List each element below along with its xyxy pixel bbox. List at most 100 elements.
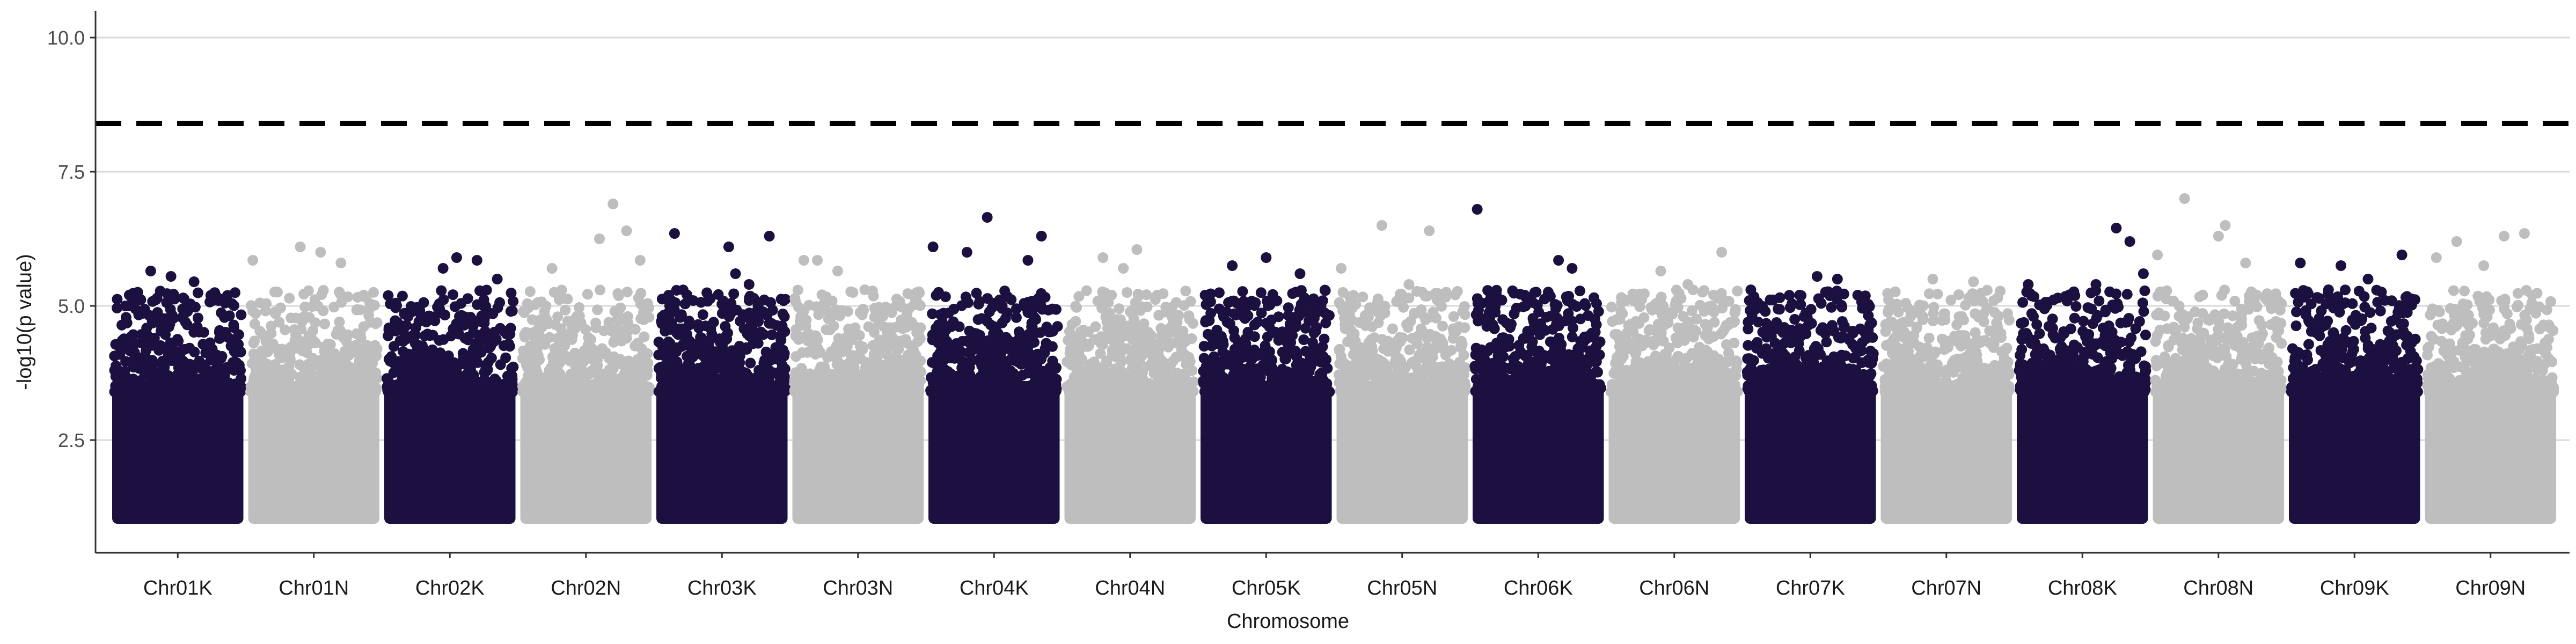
- data-point: [849, 369, 860, 380]
- data-point: [606, 326, 617, 336]
- data-point: [798, 255, 809, 266]
- data-point: [796, 379, 808, 391]
- data-point: [842, 306, 853, 317]
- data-point: [1112, 322, 1123, 333]
- data-point: [905, 340, 917, 352]
- data-point: [1000, 332, 1012, 343]
- data-point: [603, 317, 614, 328]
- data-point: [887, 332, 898, 343]
- data-point: [1084, 385, 1095, 397]
- data-point: [1088, 363, 1099, 374]
- data-point: [368, 386, 379, 397]
- data-point: [608, 199, 619, 209]
- data-point: [364, 304, 375, 315]
- data-point: [875, 304, 886, 315]
- data-point: [1240, 338, 1252, 349]
- data-point: [847, 357, 858, 369]
- data-point: [120, 356, 131, 367]
- data-point: [546, 263, 558, 274]
- data-point: [1070, 372, 1081, 384]
- data-point: [1305, 299, 1316, 310]
- data-point: [560, 304, 571, 316]
- data-point: [392, 386, 404, 397]
- data-point: [230, 287, 240, 298]
- data-point: [575, 371, 586, 383]
- data-point: [587, 386, 598, 397]
- data-point: [402, 311, 414, 322]
- data-point: [1036, 231, 1047, 241]
- data-point: [574, 302, 585, 313]
- data-point: [463, 334, 474, 346]
- data-point: [225, 340, 237, 352]
- data-point: [1078, 325, 1089, 335]
- data-point: [951, 345, 962, 355]
- data-point: [653, 336, 664, 348]
- data-point: [1118, 263, 1129, 274]
- data-point: [1104, 308, 1115, 319]
- data-point: [136, 329, 147, 340]
- data-point: [854, 307, 866, 318]
- data-point: [418, 297, 429, 308]
- data-point: [367, 348, 378, 360]
- data-point: [1090, 321, 1101, 332]
- data-point: [667, 348, 678, 359]
- data-point: [574, 310, 585, 321]
- data-point: [863, 321, 874, 332]
- data-point: [147, 383, 158, 394]
- data-point: [540, 301, 552, 312]
- data-point: [361, 292, 372, 303]
- data-point: [827, 350, 838, 362]
- data-point: [554, 357, 565, 369]
- data-point: [319, 318, 330, 330]
- data-point: [795, 311, 807, 322]
- data-point: [519, 307, 530, 318]
- data-point: [371, 317, 383, 328]
- data-point: [1200, 317, 1211, 327]
- data-point: [1300, 383, 1311, 394]
- data-point: [205, 385, 216, 396]
- data-point: [890, 321, 901, 333]
- data-point: [1266, 314, 1277, 326]
- data-point: [857, 341, 868, 353]
- data-point: [1304, 366, 1315, 377]
- data-point: [816, 373, 828, 384]
- data-point: [715, 386, 726, 397]
- data-point: [123, 385, 134, 396]
- data-point: [451, 318, 462, 330]
- point-mass: [1201, 381, 1332, 524]
- data-point: [705, 346, 716, 357]
- data-point: [1267, 289, 1278, 300]
- data-point: [938, 355, 949, 365]
- data-point: [635, 313, 647, 324]
- data-point: [384, 355, 396, 367]
- data-point: [1315, 385, 1326, 396]
- data-point: [129, 360, 140, 371]
- data-point: [940, 291, 951, 302]
- data-point: [248, 386, 260, 397]
- data-point: [743, 386, 754, 397]
- data-point: [445, 331, 457, 342]
- data-point: [1067, 331, 1078, 342]
- data-point: [744, 292, 755, 303]
- data-point: [887, 385, 898, 397]
- data-point: [555, 341, 567, 352]
- data-point: [133, 309, 144, 320]
- data-point: [1114, 364, 1125, 375]
- data-point: [270, 308, 281, 319]
- data-point: [1265, 378, 1277, 389]
- data-point: [621, 225, 632, 236]
- data-point: [555, 376, 567, 386]
- data-point: [303, 358, 314, 370]
- data-point: [1294, 372, 1306, 383]
- data-point: [361, 340, 372, 351]
- data-point: [466, 385, 478, 397]
- data-point: [956, 362, 968, 374]
- data-point: [165, 271, 177, 282]
- data-point: [1323, 310, 1335, 321]
- data-point: [795, 320, 806, 331]
- data-point: [982, 212, 993, 223]
- data-point: [506, 379, 517, 390]
- data-point: [449, 369, 460, 379]
- data-point: [1202, 328, 1213, 340]
- data-point: [457, 348, 469, 359]
